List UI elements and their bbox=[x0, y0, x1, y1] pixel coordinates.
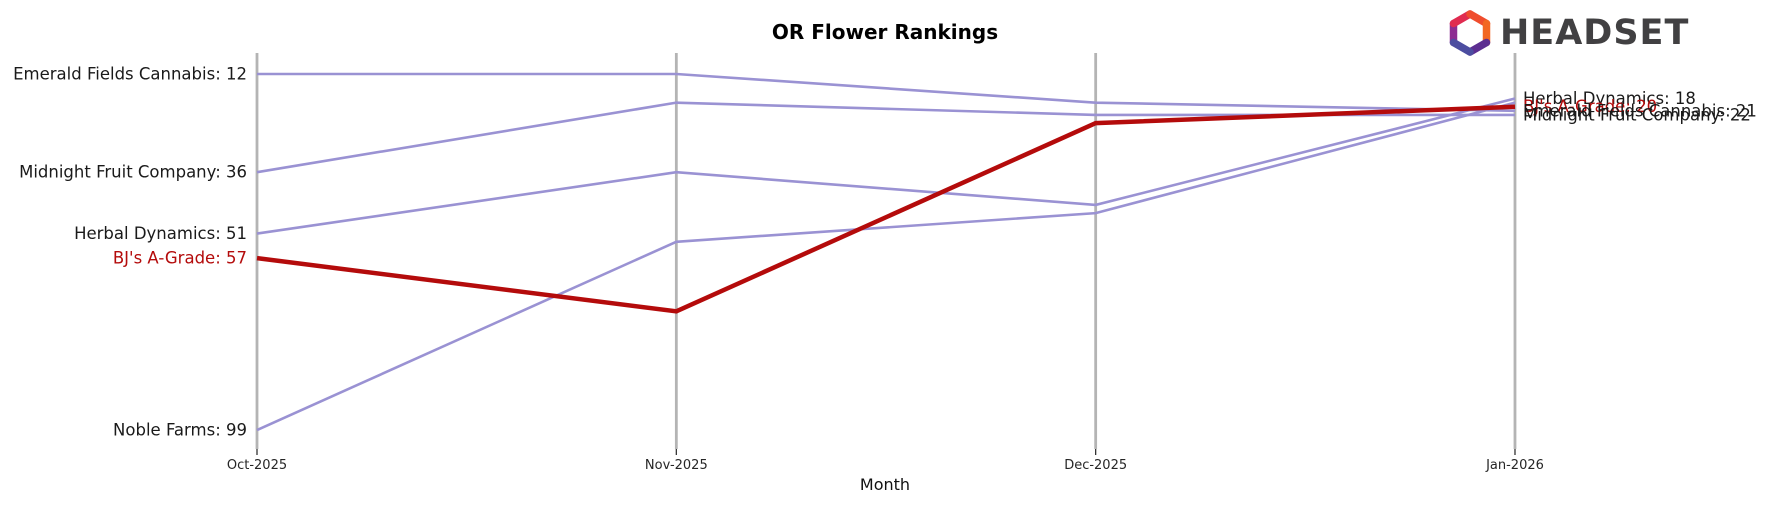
x-axis-title: Month bbox=[859, 475, 911, 494]
x-tick-label: Jan-2026 bbox=[1485, 458, 1544, 473]
series-line-noble-farms bbox=[256, 101, 1516, 432]
right-rank-label: Midnight Fruit Company: 22 bbox=[1523, 105, 1751, 124]
left-rank-label: Emerald Fields Cannabis: 12 bbox=[13, 65, 247, 84]
series-line-herbal-dynamics bbox=[256, 97, 1516, 235]
left-rank-label: Midnight Fruit Company: 36 bbox=[19, 163, 247, 182]
chart-title: OR Flower Rankings bbox=[771, 20, 999, 44]
series-line-emerald-fields-cannabis bbox=[257, 72, 1516, 113]
x-tick-label: Dec-2025 bbox=[1064, 458, 1127, 473]
series-line-bj-s-a-grade bbox=[256, 104, 1516, 314]
x-tick-label: Nov-2025 bbox=[645, 458, 708, 473]
headset-hexagon-icon bbox=[1449, 10, 1491, 56]
x-tick-label: Oct-2025 bbox=[227, 458, 287, 473]
left-rank-label: Noble Farms: 99 bbox=[113, 421, 247, 440]
right-rank-label: Herbal Dynamics: 18 bbox=[1523, 89, 1696, 108]
right-rank-label: Emerald Fields Cannabis: 21 bbox=[1523, 101, 1757, 120]
left-rank-label: Herbal Dynamics: 51 bbox=[74, 224, 247, 243]
headset-logo: HEADSET bbox=[1447, 10, 1689, 56]
left-rank-label: BJ's A-Grade: 57 bbox=[113, 249, 247, 268]
right-rank-label: BJ's A-Grade: 20 bbox=[1523, 97, 1657, 116]
headset-logo-text: HEADSET bbox=[1500, 12, 1690, 53]
